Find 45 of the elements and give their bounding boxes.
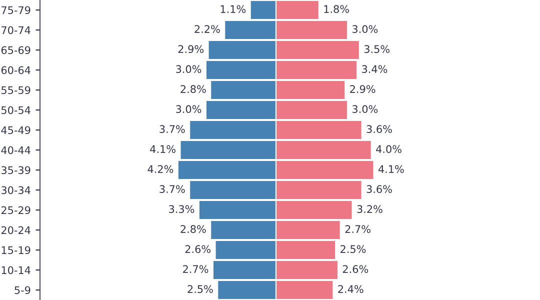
data-label: 3.2% bbox=[357, 205, 382, 214]
data-label: 3.7% bbox=[160, 185, 185, 194]
data-label: 3.0% bbox=[176, 65, 202, 74]
data-label: 2.2% bbox=[194, 25, 220, 34]
data-label: 4.1% bbox=[378, 165, 404, 174]
y-tick-label: 20-24 bbox=[1, 226, 30, 234]
y-tick-label: 75-79 bbox=[2, 6, 30, 14]
data-label: 3.3% bbox=[169, 205, 194, 214]
y-tick-label: 45-49 bbox=[1, 126, 30, 134]
data-label: 3.0% bbox=[352, 105, 378, 114]
data-label: 3.6% bbox=[366, 185, 392, 194]
data-label: 2.9% bbox=[350, 85, 376, 94]
data-label: 2.5% bbox=[340, 245, 366, 254]
data-label: 3.7% bbox=[160, 125, 185, 134]
y-tick-label: 55-59 bbox=[2, 86, 30, 94]
y-tick-label: 15-19 bbox=[2, 246, 30, 254]
data-label: 2.7% bbox=[345, 225, 370, 234]
data-label: 3.5% bbox=[364, 45, 390, 54]
data-label: 1.8% bbox=[324, 5, 349, 14]
y-tick-label: 25-29 bbox=[1, 206, 30, 214]
data-label: 2.7% bbox=[183, 265, 208, 274]
data-label: 2.6% bbox=[342, 265, 368, 274]
data-label: 2.4% bbox=[338, 285, 364, 294]
data-label: 1.1% bbox=[220, 5, 246, 14]
data-label: 4.0% bbox=[376, 145, 402, 154]
y-tick-label: 65-69 bbox=[1, 46, 30, 54]
y-tick-label: 70-74 bbox=[2, 26, 30, 34]
y-tick-label: 40-44 bbox=[1, 146, 30, 154]
y-tick-label: 35-39 bbox=[2, 166, 30, 174]
data-label: 3.6% bbox=[366, 125, 392, 134]
data-label: 3.0% bbox=[352, 25, 378, 34]
data-label: 2.8% bbox=[180, 85, 206, 94]
y-tick-label: 10-14 bbox=[2, 266, 30, 274]
data-label: 2.5% bbox=[188, 285, 213, 294]
y-tick-label: 60-64 bbox=[1, 66, 30, 74]
data-label: 3.4% bbox=[362, 65, 388, 74]
y-tick-label: 50-54 bbox=[2, 106, 30, 114]
data-label: 2.8% bbox=[180, 225, 206, 234]
data-label: 2.6% bbox=[185, 245, 211, 254]
data-label: 4.1% bbox=[150, 145, 176, 154]
data-label: 4.2% bbox=[148, 165, 174, 174]
y-tick-label: 5-9 bbox=[14, 286, 30, 294]
y-tick-label: 30-34 bbox=[2, 186, 30, 194]
data-label: 2.9% bbox=[178, 45, 204, 54]
data-label: 3.0% bbox=[176, 105, 202, 114]
